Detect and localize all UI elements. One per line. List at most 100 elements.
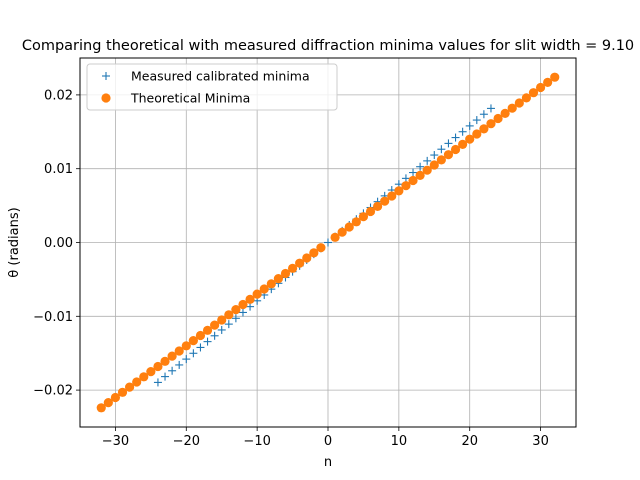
measured-point [423,156,432,165]
series-layer [96,72,560,413]
measured-point [196,343,205,352]
theoretical-point [521,93,532,103]
theoretical-point [287,263,298,273]
measured-point [161,372,170,381]
measured-point [246,302,255,311]
theoretical-point [210,320,220,330]
x-tick-label: −10 [243,434,270,449]
theoretical-point [387,191,397,201]
theoretical-point [486,119,496,129]
theoretical-point [450,144,461,155]
theoretical-point [422,165,432,175]
measured-point [231,314,240,323]
theoretical-point [479,124,489,134]
theoretical-point [245,294,255,304]
theoretical-point [96,403,106,413]
measured-point [203,337,212,346]
theoretical-point [153,361,163,372]
measured-point [210,331,219,340]
legend-box [86,63,338,111]
theoretical-point [266,279,276,289]
measured-point [224,320,233,329]
theoretical-point [351,217,361,227]
theoretical-point [337,227,347,237]
x-axis-label: n [324,455,332,470]
tick-layer: −30 −20 −10 0 10 20 30 −0.02 −0.01 0.00 0.01 0.02 [33,88,549,449]
theoretical-point [507,103,517,113]
theoretical-point [316,243,326,253]
theoretical-point [146,367,156,377]
theoretical-point [259,284,269,294]
theoretical-point [238,299,248,310]
measured-point [472,116,481,125]
legend-label-theoretical: Theoretical Minima [130,91,250,106]
theoretical-point [273,274,283,284]
y-tick-label: 0.02 [44,88,73,103]
theoretical-point [181,341,191,351]
theoretical-point [110,392,121,403]
theoretical-point [188,336,198,346]
theoretical-point [365,206,376,217]
theoretical-point [224,310,234,320]
theoretical-point [394,186,404,196]
measured-point [430,151,439,160]
measured-point [324,238,332,247]
y-axis-label: θ (radians) [7,207,22,277]
theoretical-point [344,222,354,232]
measured-point [175,360,184,369]
theoretical-point [139,372,149,382]
measured-point [437,145,446,154]
measured-point [401,174,410,183]
theoretical-point [202,325,213,335]
theoretical-point [429,160,439,170]
measured-point [189,349,198,358]
theoretical-point [436,155,446,165]
chart-title: Comparing theoretical with measured diff… [22,38,634,54]
y-tick-label: 0.00 [44,236,73,251]
measured-point [479,110,488,119]
legend: Measured calibrated minima Theoretical M… [86,63,338,111]
y-tick-label: −0.02 [33,384,73,399]
theoretical-point [401,181,411,191]
theoretical-point [500,108,510,118]
legend-marker-measured [102,72,110,80]
theoretical-point [117,387,128,397]
theoretical-point [373,201,383,211]
theoretical-point [295,258,305,268]
theoretical-point [132,377,142,387]
theoretical-point [302,253,312,263]
theoretical-point [231,305,241,315]
measured-point [451,133,460,142]
x-tick-label: −20 [173,434,200,449]
theoretical-point [493,113,503,124]
measured-point [409,168,418,177]
theoretical-point [160,356,170,366]
theoretical-point [309,248,319,258]
legend-marker-theoretical [101,93,111,103]
x-tick-label: 20 [461,434,478,449]
theoretical-point [380,196,390,206]
measured-point [217,325,226,334]
y-tick-label: −0.01 [33,310,73,325]
theoretical-point [465,134,475,144]
theoretical-point [217,315,227,325]
theoretical-point [528,88,539,98]
theoretical-point [125,382,135,392]
theoretical-point [535,82,546,93]
measured-point [416,162,425,171]
theoretical-point [174,346,184,356]
x-tick-label: 10 [391,434,408,449]
theoretical-point [103,398,113,408]
measured-point [458,127,467,136]
theoretical-point [543,77,553,87]
measured-point [238,308,247,317]
measured-point [465,121,474,130]
measured-point [168,366,177,375]
theoretical-point [415,170,425,180]
theoretical-point [167,351,177,361]
theoretical-point [252,289,262,299]
theoretical-point [514,98,524,108]
x-tick-label: 0 [324,434,332,449]
measured-point [182,355,191,364]
